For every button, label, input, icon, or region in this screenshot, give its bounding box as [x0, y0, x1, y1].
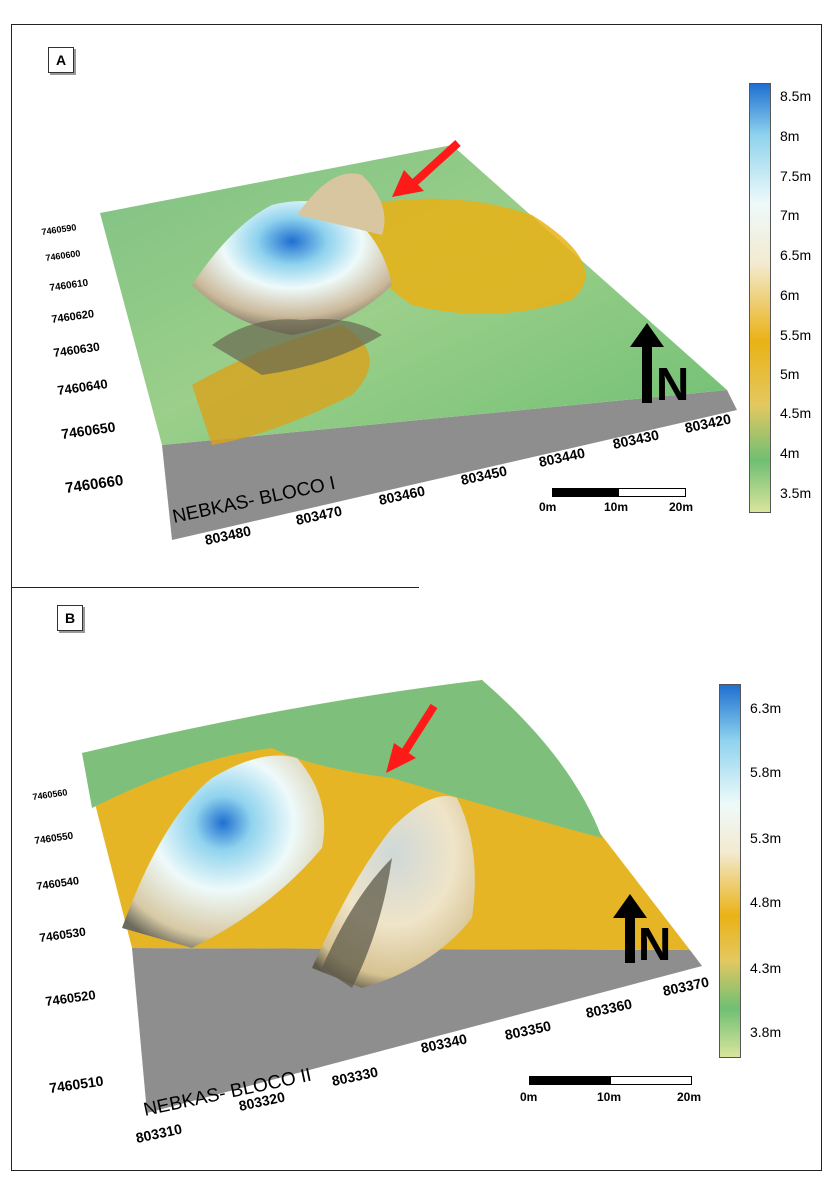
- terrain-main-peak: [192, 201, 392, 335]
- legend-label: 7m: [780, 207, 800, 223]
- scale-label: 10m: [604, 500, 629, 514]
- y-axis-ticks: 7460560 7460550 7460540 7460530 7460520 …: [32, 787, 105, 1096]
- scale-label: 0m: [520, 1090, 538, 1104]
- x-tick: 803310: [134, 1121, 183, 1146]
- legend-label: 6.3m: [750, 700, 782, 716]
- y-tick: 7460660: [64, 472, 124, 497]
- scale-bar: [529, 1076, 692, 1085]
- x-tick: 803350: [503, 1018, 552, 1043]
- y-tick: 7460610: [49, 278, 90, 294]
- scale-label: 10m: [597, 1090, 622, 1104]
- terrain-shadow-ridge: [322, 858, 392, 988]
- x-tick: 803360: [584, 996, 633, 1021]
- y-tick: 7460540: [36, 875, 80, 893]
- terrain-shadow-ridge: [212, 319, 382, 375]
- red-arrow-icon: [392, 140, 461, 197]
- legend-label: 6m: [780, 287, 800, 303]
- legend-label: 3.5m: [780, 485, 812, 501]
- x-tick: 803330: [330, 1064, 379, 1089]
- y-tick: 7460590: [41, 222, 77, 237]
- terrain-a: N NEBKAS- BLOCO I 803480 803470 803460 8…: [41, 140, 737, 548]
- terrain-base-front: [162, 390, 737, 540]
- y-tick: 7460630: [52, 340, 101, 360]
- scale-bar: [552, 488, 686, 497]
- scale-label: 0m: [539, 500, 557, 514]
- panel-letter: B: [57, 605, 83, 631]
- legend-label: 4m: [780, 445, 800, 461]
- legend-label: 5.8m: [750, 764, 782, 780]
- panel-a: N NEBKAS- BLOCO I 803480 803470 803460 8…: [12, 25, 821, 587]
- terrain-peak-left: [122, 755, 325, 948]
- panel-b: N NEBKAS- BLOCO II 803310 803320 803330 …: [12, 588, 821, 1170]
- y-tick: 7460600: [45, 248, 81, 263]
- terrain-yellow-zone: [342, 198, 586, 314]
- red-arrow-icon: [386, 703, 438, 773]
- legend-label: 7.5m: [780, 168, 812, 184]
- legend-label: 4.5m: [780, 405, 812, 421]
- panel-letter: A: [48, 47, 74, 73]
- legend-label: 3.8m: [750, 1024, 782, 1040]
- terrain-secondary-peak: [297, 173, 385, 235]
- scale-label: 20m: [677, 1090, 702, 1104]
- legend-label: 8.5m: [780, 88, 812, 104]
- y-tick: 7460650: [60, 419, 116, 442]
- color-legend: [749, 83, 771, 513]
- panel-divider: [11, 587, 419, 588]
- y-tick: 7460560: [32, 787, 68, 802]
- y-tick: 7460510: [48, 1073, 104, 1096]
- legend-label: 4.8m: [750, 894, 782, 910]
- north-arrow-icon: N: [613, 894, 671, 970]
- figure-frame: [11, 24, 822, 1171]
- svg-text:N: N: [638, 918, 671, 970]
- y-axis-ticks: 7460590 7460600 7460610 7460620 7460630 …: [41, 222, 125, 497]
- legend-label: 5m: [780, 366, 800, 382]
- y-tick: 7460530: [38, 925, 87, 945]
- svg-text:N: N: [656, 358, 689, 410]
- legend-label: 5.5m: [780, 327, 812, 343]
- y-tick: 7460620: [51, 308, 95, 326]
- north-arrow-icon: N: [630, 323, 689, 410]
- x-tick: 803370: [661, 974, 710, 999]
- y-tick: 7460640: [56, 376, 108, 398]
- legend-label: 5.3m: [750, 830, 782, 846]
- y-tick: 7460520: [44, 987, 96, 1009]
- color-legend: [719, 684, 741, 1058]
- legend-label: 6.5m: [780, 247, 812, 263]
- legend-label: 4.3m: [750, 960, 782, 976]
- terrain-green-zone: [82, 680, 602, 838]
- terrain-b: N NEBKAS- BLOCO II 803310 803320 803330 …: [32, 680, 711, 1146]
- y-tick: 7460550: [34, 831, 75, 847]
- terrain-base-front: [132, 948, 702, 1113]
- scale-label: 20m: [669, 500, 694, 514]
- legend-label: 8m: [780, 128, 800, 144]
